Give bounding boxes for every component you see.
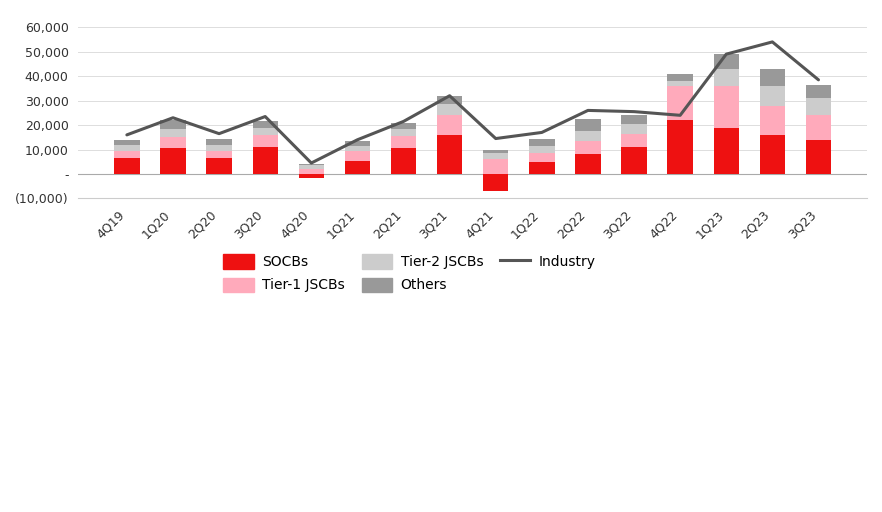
Bar (391, 129, 416, 136)
Bar (437, 96, 462, 104)
Bar (529, 153, 555, 162)
Bar (759, 135, 785, 174)
Legend: SOCBs, Tier-1 JSCBs, Tier-2 JSCBs, Others, Industry, : SOCBs, Tier-1 JSCBs, Tier-2 JSCBs, Other… (218, 249, 602, 298)
Bar (345, 161, 370, 174)
Bar (161, 137, 185, 148)
Bar (806, 98, 831, 115)
Bar (668, 74, 693, 81)
Bar (483, 159, 508, 174)
Bar (437, 115, 462, 135)
Bar (345, 146, 370, 151)
Bar (806, 84, 831, 98)
Bar (529, 146, 555, 153)
Bar (529, 162, 555, 174)
Bar (206, 151, 232, 158)
Bar (114, 140, 139, 145)
Bar (806, 140, 831, 174)
Bar (529, 139, 555, 146)
Bar (621, 134, 647, 147)
Bar (206, 139, 232, 145)
Bar (668, 81, 693, 86)
Bar (252, 147, 278, 174)
Bar (668, 86, 693, 120)
Bar (252, 135, 278, 147)
Bar (759, 105, 785, 135)
Bar (714, 54, 739, 69)
Bar (252, 127, 278, 135)
Bar (391, 136, 416, 148)
Bar (114, 151, 139, 158)
Bar (299, 169, 324, 174)
Bar (206, 145, 232, 151)
Bar (714, 127, 739, 174)
Bar (483, 150, 508, 153)
Bar (483, 174, 508, 191)
Bar (114, 158, 139, 174)
Bar (252, 121, 278, 127)
Bar (714, 86, 739, 127)
Bar (206, 158, 232, 174)
Bar (345, 151, 370, 161)
Bar (621, 115, 647, 124)
Bar (621, 124, 647, 134)
Bar (575, 155, 601, 174)
Bar (345, 141, 370, 146)
Bar (299, 165, 324, 169)
Bar (161, 148, 185, 174)
Bar (575, 131, 601, 141)
Bar (483, 153, 508, 159)
Bar (161, 120, 185, 129)
Bar (714, 69, 739, 86)
Bar (437, 135, 462, 174)
Bar (391, 123, 416, 129)
Bar (759, 69, 785, 86)
Bar (806, 115, 831, 140)
Bar (621, 147, 647, 174)
Bar (161, 129, 185, 137)
Bar (668, 120, 693, 174)
Bar (299, 164, 324, 165)
Bar (575, 119, 601, 131)
Bar (114, 145, 139, 151)
Bar (299, 174, 324, 178)
Bar (575, 141, 601, 155)
Bar (437, 104, 462, 115)
Bar (391, 148, 416, 174)
Bar (759, 86, 785, 105)
